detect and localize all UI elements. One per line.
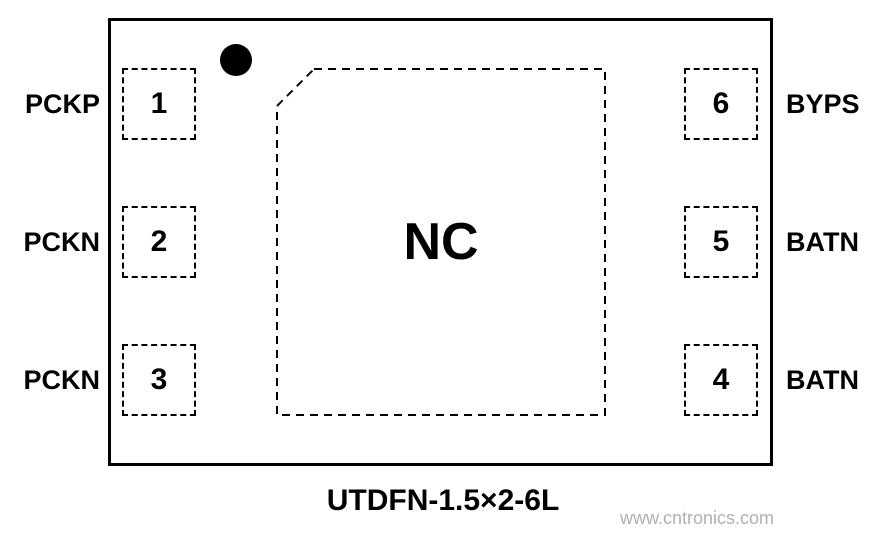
- center-thermal-pad: NC: [276, 68, 606, 416]
- pin-number: 4: [713, 363, 730, 397]
- watermark-text: www.cntronics.com: [620, 508, 774, 529]
- pin-pad-1: 1: [122, 68, 196, 140]
- pin-label-text: BATN: [786, 227, 859, 258]
- pin-number: 1: [151, 87, 168, 121]
- pin-label-2: PCKN: [0, 206, 100, 278]
- center-pad-label: NC: [403, 212, 478, 272]
- pin-pad-3: 3: [122, 344, 196, 416]
- pin-label-6: BYPS: [786, 68, 886, 140]
- pin-number: 2: [151, 225, 168, 259]
- package-name-text: UTDFN-1.5×2-6L: [327, 484, 560, 517]
- pin-pad-5: 5: [684, 206, 758, 278]
- pin-pad-4: 4: [684, 344, 758, 416]
- pin-pad-2: 2: [122, 206, 196, 278]
- pin-label-text: BATN: [786, 365, 859, 396]
- pin-label-4: BATN: [786, 344, 886, 416]
- pin-label-1: PCKP: [0, 68, 100, 140]
- pin-label-5: BATN: [786, 206, 886, 278]
- pin-number: 3: [151, 363, 168, 397]
- orientation-dot: [220, 44, 252, 76]
- pin-number: 6: [713, 87, 730, 121]
- pin-label-text: PCKN: [23, 365, 100, 396]
- pin-pad-6: 6: [684, 68, 758, 140]
- pin-label-3: PCKN: [0, 344, 100, 416]
- pin-label-text: PCKN: [23, 227, 100, 258]
- pin-number: 5: [713, 225, 730, 259]
- pin-label-text: PCKP: [25, 89, 100, 120]
- watermark-content: www.cntronics.com: [620, 508, 774, 528]
- pin-label-text: BYPS: [786, 89, 860, 120]
